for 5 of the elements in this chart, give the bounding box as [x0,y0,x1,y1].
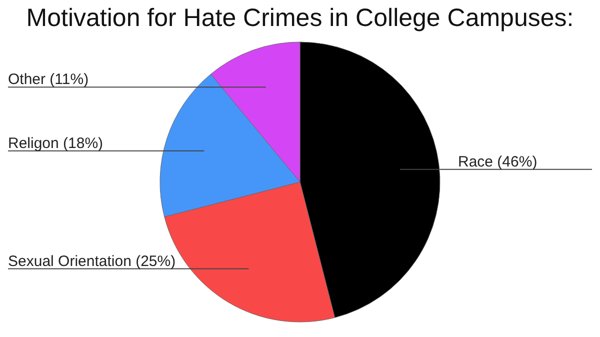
slice-label: Race (46%) [458,153,538,170]
slice-label: Sexual Orientation (25%) [8,252,176,270]
slice-label: Other (11%) [8,71,89,88]
slice-label: Religon (18%) [8,134,104,152]
chart-title: Motivation for Hate Crimes in College Campuses: [26,4,574,32]
